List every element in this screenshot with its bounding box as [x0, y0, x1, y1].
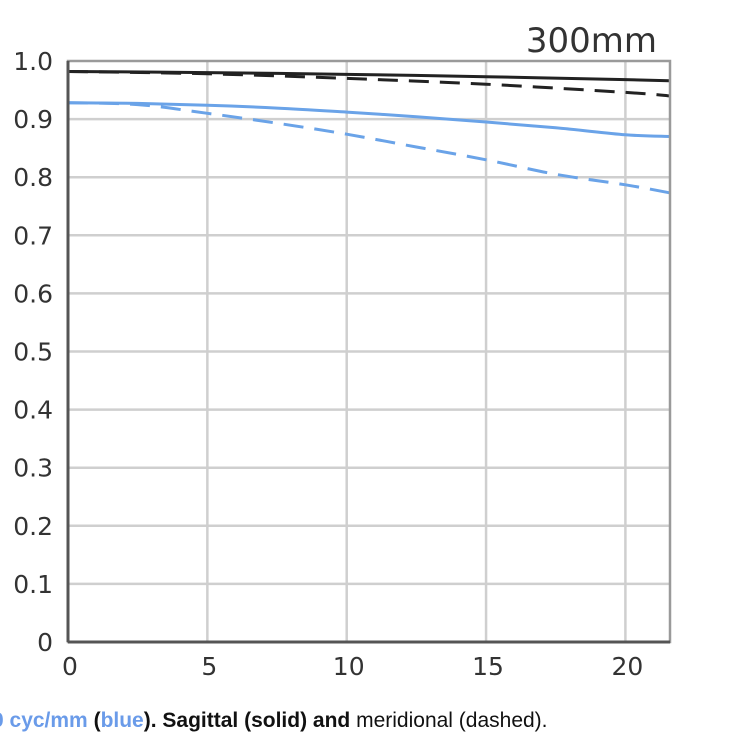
black-solid-series-line [67, 70, 671, 83]
y-tick-label-1.0: 1.0 [13, 47, 53, 76]
chart-caption: 0 cyc/mm (blue). Sagittal (solid) and me… [0, 709, 548, 733]
blue-solid-series-line [67, 101, 671, 138]
caption-frequency: 0 cyc/mm [0, 709, 88, 732]
black-dashed-series-line [67, 70, 671, 98]
y-tick-label-0.4: 0.4 [13, 396, 53, 425]
x-tick-label-10: 10 [333, 652, 365, 681]
y-tick-label-0.1: 0.1 [13, 570, 53, 599]
chart-title: 300mm [526, 21, 657, 61]
caption-sagittal: ). Sagittal (solid) and [143, 709, 351, 732]
y-tick-label-0.8: 0.8 [13, 163, 53, 192]
grid-layer [68, 61, 670, 642]
x-tick-label-15: 15 [472, 652, 504, 681]
y-tick-label-0.9: 0.9 [13, 105, 53, 134]
y-tick-label-0.2: 0.2 [13, 512, 53, 541]
y-tick-label-0.3: 0.3 [13, 454, 53, 483]
caption-open-paren: ( [87, 709, 101, 732]
y-tick-label-0.7: 0.7 [13, 221, 53, 250]
y-tick-label-0.5: 0.5 [13, 338, 53, 367]
x-tick-label-0: 0 [62, 652, 78, 681]
series-layer [67, 70, 671, 195]
y-tick-label-0: 0 [37, 628, 53, 657]
x-tick-label-20: 20 [612, 652, 644, 681]
axis-layer [66, 59, 672, 644]
x-tick-label-5: 5 [201, 652, 217, 681]
caption-meridional: meridional (dashed). [350, 709, 548, 732]
mtf-chart: 00.10.20.30.40.50.60.70.80.91.00 5 10 15 20 … [13, 21, 672, 681]
blue-dashed-series-line [67, 101, 671, 195]
caption-blue-word: blue [100, 709, 144, 732]
label-layer: 0 0.1 0.2 0.3 0.4 0.5 0.6 0.7 0.8 0.9 1.0 0 5 10 15 20 [13, 47, 643, 681]
y-tick-label-0.6: 0.6 [13, 279, 53, 308]
